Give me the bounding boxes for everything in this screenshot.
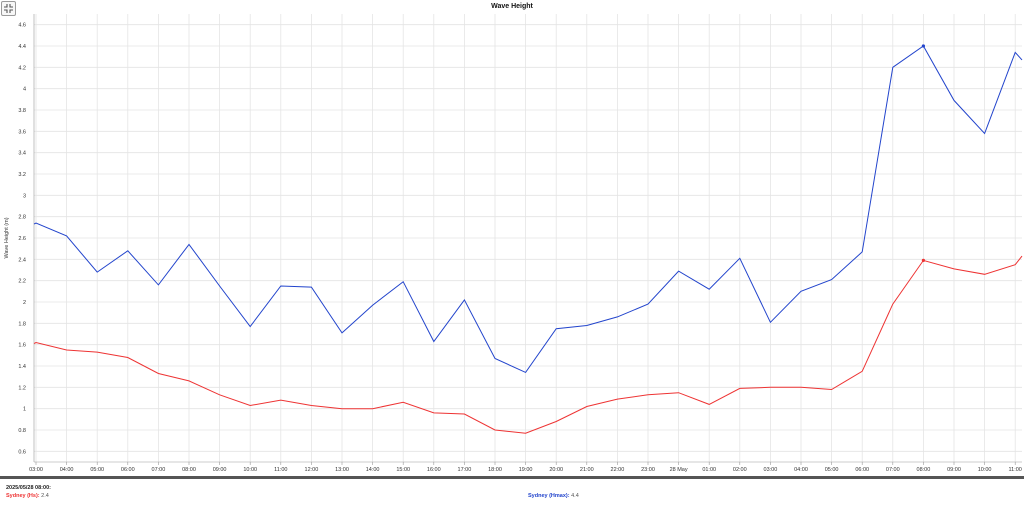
expand-button[interactable] [1,1,16,16]
x-tick-label: 09:00 [213,467,227,473]
series-line-hmax [33,45,1023,374]
x-tick-label: 14:00 [366,467,380,473]
legend-hmax: Sydney (Hmax): 4.4 [528,493,579,499]
collapse-arrows-icon [4,4,13,13]
x-tick-label: 08:00 [917,467,931,473]
x-tick-label: 12:00 [305,467,319,473]
marker-hs [921,258,926,262]
x-tick-label: 07:00 [886,467,900,473]
x-tick-label: 01:00 [702,467,716,473]
y-tick-label: 2.6 [18,236,26,242]
series-line-hs [33,255,1023,434]
legend-hmax-label: Sydney (Hmax): [528,493,570,499]
x-tick-label: 07:00 [152,467,166,473]
x-tick-label: 11:00 [1009,467,1022,473]
y-tick-label: 4 [23,87,26,93]
y-tick-label: 2.4 [18,257,26,263]
footer-divider [0,476,1024,479]
x-tick-label: 20:00 [549,467,563,473]
x-tick-label: 05:00 [90,467,104,473]
marker-hmax [921,44,926,48]
x-tick-label: 04:00 [794,467,808,473]
x-tick-label: 02:00 [733,467,747,473]
x-tick-label: 16:00 [427,467,441,473]
x-tick-label: 06:00 [121,467,135,473]
x-tick-label: 10:00 [978,467,992,473]
x-tick-label: 23:00 [641,467,655,473]
x-tick-label: 11:00 [274,467,287,473]
y-tick-label: 2.8 [18,215,26,221]
x-tick-label: 04:00 [60,467,74,473]
y-tick-label: 0.8 [18,428,26,434]
y-tick-label: 3 [23,193,26,199]
x-tick-label: 03:00 [764,467,778,473]
y-tick-label: 4.6 [18,23,26,29]
legend-hs-value: 2.4 [41,493,49,499]
y-tick-label: 1.6 [18,343,26,349]
x-tick-label: 21:00 [580,467,594,473]
y-tick-label: 3.6 [18,129,26,135]
y-tick-label: 1 [23,407,26,413]
x-tick-label: 19:00 [519,467,533,473]
y-axis-label: Wave Height (m) [4,217,10,258]
x-tick-label: 28 May [670,467,688,473]
y-tick-label: 1.2 [18,385,26,391]
y-tick-label: 4.4 [18,44,26,50]
x-tick-label: 09:00 [947,467,961,473]
x-tick-label: 06:00 [855,467,869,473]
x-tick-label: 08:00 [182,467,196,473]
legend-hmax-value: 4.4 [571,493,579,499]
chart-title: Wave Height [491,3,533,10]
x-tick-label: 10:00 [243,467,257,473]
legend-hs-label: Sydney (Hs): [6,493,40,499]
x-tick-label: 13:00 [335,467,349,473]
x-tick-label: 05:00 [825,467,839,473]
x-tick-label: 15:00 [396,467,410,473]
x-tick-label: 17:00 [458,467,472,473]
y-tick-label: 3.2 [18,172,26,178]
x-tick-label: 03:00 [29,467,43,473]
y-tick-label: 2 [23,300,26,306]
y-tick-label: 1.8 [18,321,26,327]
y-tick-label: 1.4 [18,364,26,370]
y-tick-label: 4.2 [18,65,26,71]
y-tick-label: 3.4 [18,151,26,157]
y-tick-label: 3.8 [18,108,26,114]
y-tick-label: 0.6 [18,449,26,455]
x-tick-label: 18:00 [488,467,502,473]
x-tick-label: 22:00 [611,467,625,473]
legend-hs: Sydney (Hs): 2.4 [6,493,49,499]
tooltip-time: 2025/05/28 08:00: [6,485,51,491]
y-tick-label: 2.2 [18,279,26,285]
